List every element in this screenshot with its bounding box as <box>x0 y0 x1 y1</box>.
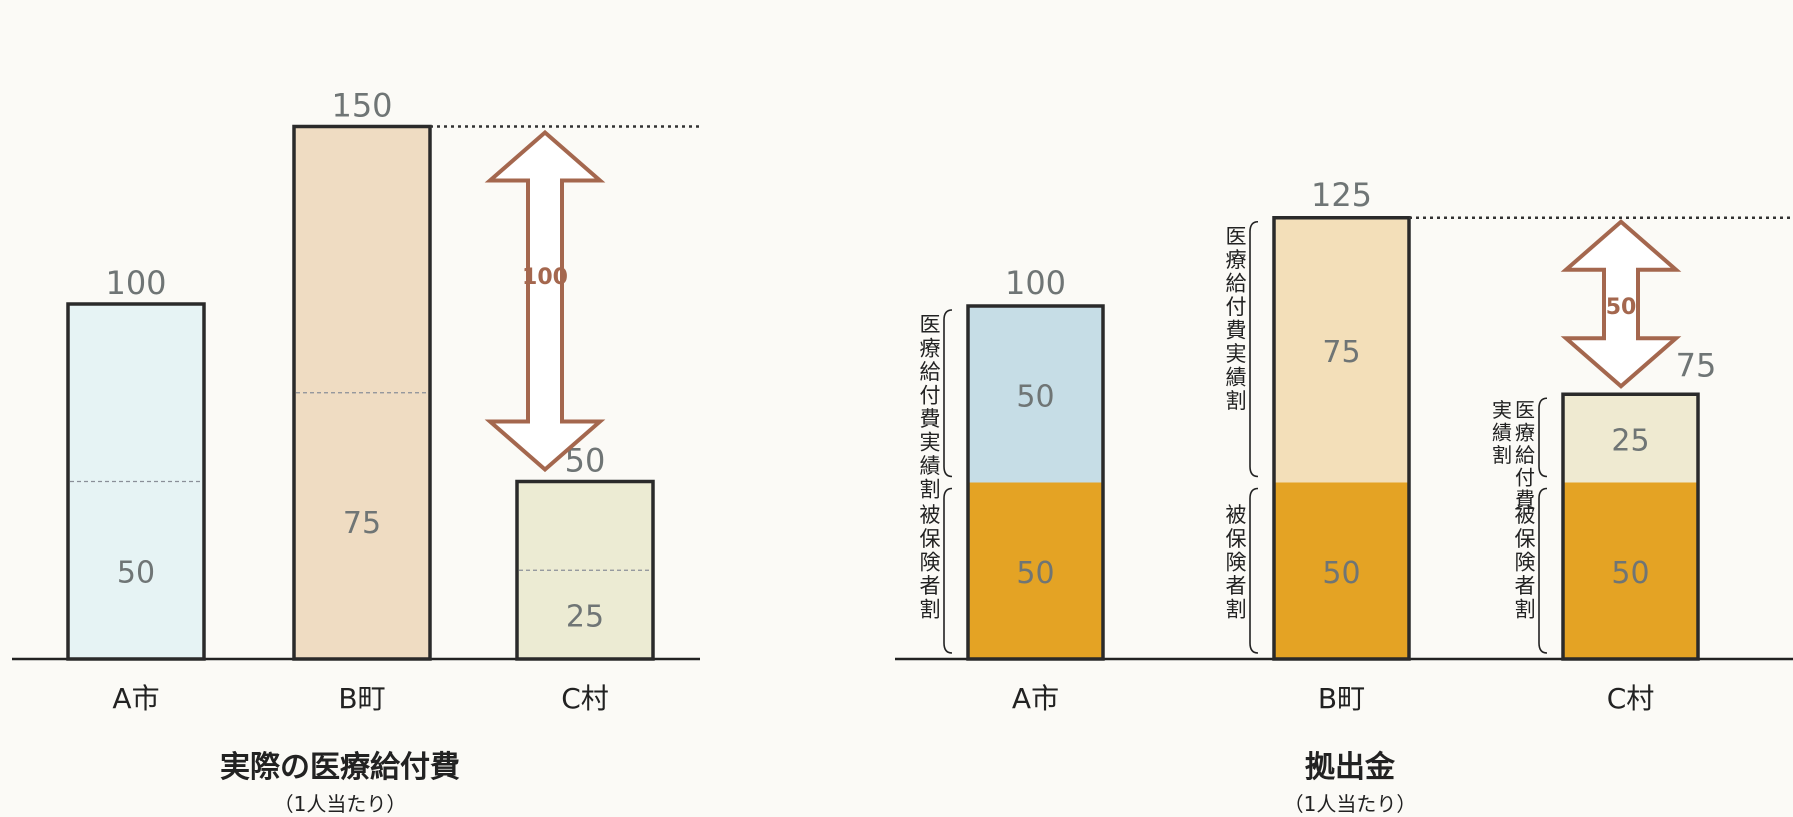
svg-text:医: 医 <box>1226 224 1247 248</box>
svg-text:績: 績 <box>1492 420 1512 444</box>
left-difference-label: 100 <box>522 265 568 290</box>
left-bar-1 <box>292 124 432 661</box>
right-category-label-1: B町 <box>1318 682 1365 715</box>
svg-text:費: 費 <box>1515 488 1535 512</box>
svg-text:医: 医 <box>920 313 941 337</box>
right-bar-outline-0 <box>966 304 1105 661</box>
right-series-value-jisseki-1: 75 <box>1322 335 1360 370</box>
svg-text:実: 実 <box>1226 342 1247 366</box>
left-chart-subtitle: （1人当たり） <box>273 792 407 816</box>
left-total-label-0: 100 <box>105 264 166 302</box>
right-chart-title: 拠出金 <box>1305 750 1395 785</box>
left-inner-label-2: 25 <box>566 600 604 635</box>
svg-text:険: 険 <box>1515 550 1536 574</box>
left-inner-label-1: 75 <box>343 506 381 541</box>
svg-text:割: 割 <box>1492 443 1512 467</box>
svg-text:割: 割 <box>1226 597 1247 621</box>
svg-text:保: 保 <box>920 527 941 551</box>
right-total-label-0: 100 <box>1005 264 1066 302</box>
svg-text:療: 療 <box>1226 248 1247 272</box>
right-bracket-top-1 <box>1249 220 1259 478</box>
right-bracket-top-2 <box>1538 397 1548 478</box>
svg-text:給: 給 <box>1515 443 1535 467</box>
right-total-label-2: 75 <box>1676 346 1717 384</box>
right-bar-segment-jisseki-2 <box>1563 394 1698 483</box>
right-chart-caption: 拠出金 （1人当たり） <box>1220 742 1480 817</box>
right-bar-segment-hihokensha-0 <box>968 482 1103 659</box>
svg-text:付: 付 <box>920 383 941 407</box>
svg-text:費: 費 <box>920 407 941 431</box>
svg-text:保: 保 <box>1226 527 1247 551</box>
right-difference-label: 50 <box>1606 295 1637 320</box>
right-bar-segment-hihokensha-2 <box>1563 482 1698 659</box>
right-difference-arrow <box>1560 219 1682 389</box>
svg-text:被: 被 <box>920 503 941 527</box>
right-category-label-2: C村 <box>1607 682 1655 715</box>
svg-text:割: 割 <box>920 477 941 501</box>
right-series-value-hihokensha-2: 50 <box>1611 556 1649 591</box>
svg-text:付: 付 <box>1515 465 1535 489</box>
svg-text:者: 者 <box>1226 574 1247 598</box>
right-total-label-1: 125 <box>1311 176 1372 214</box>
right-bracket-bottom-2 <box>1538 487 1548 654</box>
left-chart-title: 実際の医療給付費 <box>220 750 460 785</box>
left-inner-label-0: 50 <box>117 555 155 590</box>
svg-text:付: 付 <box>1226 295 1247 319</box>
right-bracket-bottom-0 <box>943 487 953 654</box>
svg-text:績: 績 <box>920 454 941 478</box>
right-bar-segment-jisseki-1 <box>1274 217 1409 483</box>
right-series-value-jisseki-0: 50 <box>1016 379 1054 414</box>
svg-text:実: 実 <box>1492 398 1512 422</box>
svg-text:険: 険 <box>920 550 941 574</box>
right-bar-segment-jisseki-0 <box>968 306 1103 483</box>
svg-text:者: 者 <box>920 574 941 598</box>
svg-text:医: 医 <box>1515 398 1535 422</box>
svg-text:割: 割 <box>920 597 941 621</box>
left-category-label-2: C村 <box>561 682 609 715</box>
svg-text:被: 被 <box>1515 503 1536 527</box>
svg-text:被: 被 <box>1226 503 1247 527</box>
svg-text:険: 険 <box>1226 550 1247 574</box>
svg-text:実: 実 <box>920 430 941 454</box>
right-bar-segment-hihokensha-1 <box>1274 482 1409 659</box>
svg-text:者: 者 <box>1515 574 1536 598</box>
svg-text:割: 割 <box>1515 597 1536 621</box>
right-series-value-hihokensha-1: 50 <box>1322 556 1360 591</box>
svg-text:給: 給 <box>920 360 941 384</box>
left-category-label-1: B町 <box>338 682 385 715</box>
right-bracket-top-0 <box>943 309 953 478</box>
right-bracket-label-top-2: 医療給付費 実績割 <box>1492 398 1535 512</box>
left-total-label-1: 150 <box>331 87 392 125</box>
svg-text:費: 費 <box>1226 319 1247 343</box>
left-category-label-0: A市 <box>112 682 159 715</box>
right-bar-outline-2 <box>1561 392 1700 661</box>
right-chart-subtitle: （1人当たり） <box>1283 792 1417 816</box>
right-series-value-jisseki-2: 25 <box>1611 423 1649 458</box>
svg-text:療: 療 <box>1515 420 1535 444</box>
left-chart-caption: 実際の医療給付費 （1人当たり） <box>170 742 510 817</box>
right-bar-outline-1 <box>1272 216 1411 661</box>
svg-text:績: 績 <box>1226 366 1247 390</box>
svg-text:割: 割 <box>1226 389 1247 413</box>
svg-text:療: 療 <box>920 336 941 360</box>
svg-text:保: 保 <box>1515 527 1536 551</box>
left-difference-arrow <box>484 129 606 473</box>
svg-text:給: 給 <box>1226 272 1247 296</box>
right-category-label-0: A市 <box>1012 682 1059 715</box>
right-bracket-bottom-1 <box>1249 487 1259 654</box>
right-series-value-hihokensha-0: 50 <box>1016 556 1054 591</box>
